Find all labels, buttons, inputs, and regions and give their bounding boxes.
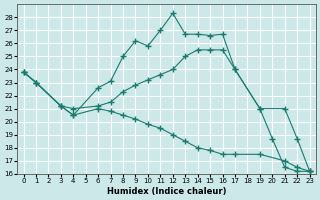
X-axis label: Humidex (Indice chaleur): Humidex (Indice chaleur): [107, 187, 226, 196]
